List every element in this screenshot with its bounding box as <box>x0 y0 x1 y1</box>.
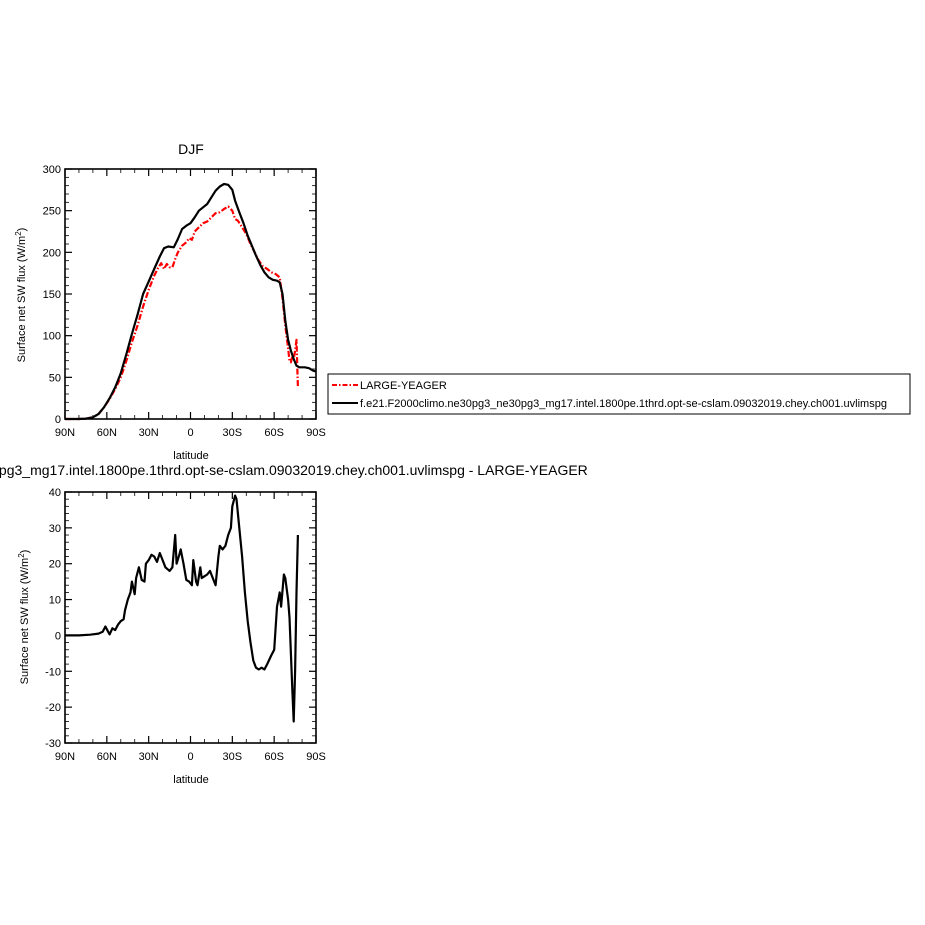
top-y-tick-label: 150 <box>43 289 61 301</box>
top-chart-title: DJF <box>178 141 204 157</box>
legend: LARGE-YEAGER f.e21.F2000climo.ne30pg3_ne… <box>327 373 911 415</box>
bottom-axis-frame <box>64 491 317 744</box>
top-panel: DJF 90N 60N 30N 0 30S 60S 90S 0 50 100 150 200 250 30… <box>14 141 326 462</box>
top-x-tick-label: 90N <box>55 427 75 439</box>
legend-label-model: f.e21.F2000climo.ne30pg3_ne30pg3_mg17.in… <box>360 398 887 410</box>
bottom-x-tick-label: 0 <box>187 751 193 763</box>
top-x-tick-label: 30S <box>223 427 243 439</box>
top-y-axis-label-close: ) <box>16 228 28 232</box>
top-y-axis-label-sup: 2 <box>14 231 23 236</box>
bottom-x-axis-label: latitude <box>173 774 208 786</box>
top-y-tick-label: 200 <box>43 247 61 259</box>
top-y-tick-label: 100 <box>43 331 61 343</box>
bottom-chart-title: f.e21.F2000climo.ne30pg3_ne30pg3_mg17.in… <box>0 462 588 478</box>
top-y-axis-label: Surface net SW flux (W/m2) <box>14 228 28 363</box>
top-y-tick-label: 300 <box>43 164 61 176</box>
top-x-tick-label: 60S <box>264 427 284 439</box>
bottom-x-tick-label: 30N <box>139 751 159 763</box>
top-y-axis-label-text: Surface net SW flux (W/m <box>16 236 28 363</box>
bottom-y-tick-label: 40 <box>49 487 61 499</box>
bottom-x-tick-label: 90S <box>306 751 326 763</box>
bottom-panel: f.e21.F2000climo.ne30pg3_ne30pg3_mg17.in… <box>0 462 588 786</box>
bottom-series-line-0 <box>65 494 299 723</box>
bottom-y-tick-label: 20 <box>49 559 61 571</box>
top-series-line-1 <box>65 182 317 421</box>
bottom-y-tick-label: -10 <box>45 666 61 678</box>
legend-box <box>327 373 911 415</box>
top-axis-frame <box>64 168 317 420</box>
bottom-x-tick-label: 60S <box>264 751 284 763</box>
bottom-y-axis-label-text: Surface net SW flux (W/m <box>19 558 31 685</box>
legend-label-large-yeager: LARGE-YEAGER <box>360 380 447 392</box>
top-x-tick-label: 60N <box>97 427 117 439</box>
bottom-y-tick-label: -30 <box>45 738 61 750</box>
bottom-y-axis-label: Surface net SW flux (W/m2) <box>17 550 31 685</box>
top-y-tick-label: 0 <box>55 414 61 426</box>
svg-text:Surface net SW flux (W/m2): Surface net SW flux (W/m2) <box>17 550 31 685</box>
bottom-x-tick-label: 90N <box>55 751 75 763</box>
bottom-y-axis-label-sup: 2 <box>17 553 26 558</box>
top-x-tick-label: 0 <box>187 427 193 439</box>
svg-text:Surface net SW flux (W/m2): Surface net SW flux (W/m2) <box>14 228 28 363</box>
bottom-y-axis-label-close: ) <box>19 550 31 554</box>
bottom-x-tick-label: 30S <box>223 751 243 763</box>
bottom-x-tick-label: 60N <box>97 751 117 763</box>
bottom-y-tick-label: 30 <box>49 523 61 535</box>
top-plot-area: 90N 60N 30N 0 30S 60S 90S 0 50 100 150 200 250 300 <box>43 164 326 439</box>
bottom-plot-area: 90N 60N 30N 0 30S 60S 90S -30 -20 -10 0 10 20 30 40 <box>45 487 326 763</box>
top-x-axis-label: latitude <box>173 450 208 462</box>
top-series-line-0 <box>65 205 299 421</box>
bottom-y-tick-label: 10 <box>49 595 61 607</box>
bottom-y-tick-label: 0 <box>55 630 61 642</box>
top-y-tick-label: 50 <box>49 372 61 384</box>
top-y-tick-label: 250 <box>43 206 61 218</box>
top-x-tick-label: 90S <box>306 427 326 439</box>
top-x-tick-label: 30N <box>139 427 159 439</box>
bottom-y-tick-label: -20 <box>45 702 61 714</box>
